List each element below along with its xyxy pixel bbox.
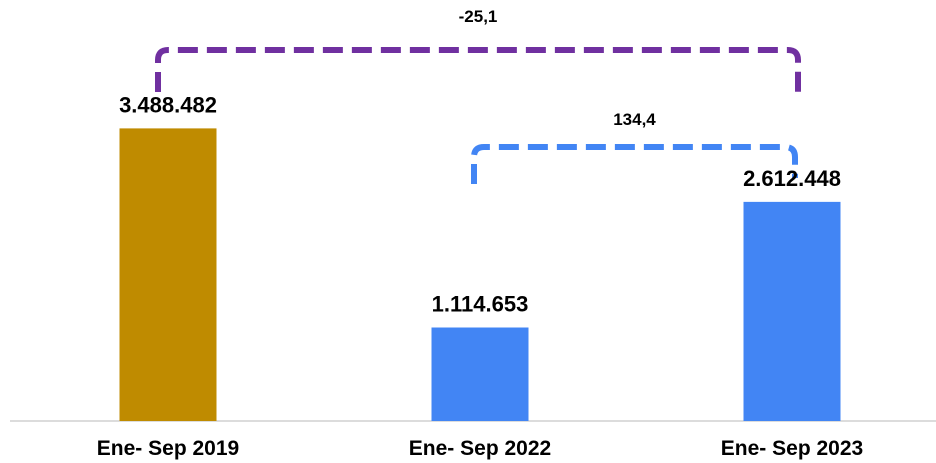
change-bracket-2 [471, 144, 798, 184]
value-label-2: 1.114.653 [432, 292, 529, 317]
bar-3 [743, 201, 841, 421]
category-label-1: Ene- Sep 2019 [97, 437, 239, 460]
category-label-2: Ene- Sep 2022 [409, 437, 551, 460]
bar-1 [119, 128, 217, 422]
value-label-1: 3.488.482 [119, 92, 217, 117]
category-label-3: Ene- Sep 2023 [721, 437, 863, 460]
bar-2 [431, 327, 529, 421]
change-label-2: 134,4 [613, 110, 656, 129]
value-label-3: 2.612.448 [743, 166, 841, 191]
change-label-1: -25,1 [459, 7, 498, 26]
change-bracket-1 [155, 47, 801, 98]
